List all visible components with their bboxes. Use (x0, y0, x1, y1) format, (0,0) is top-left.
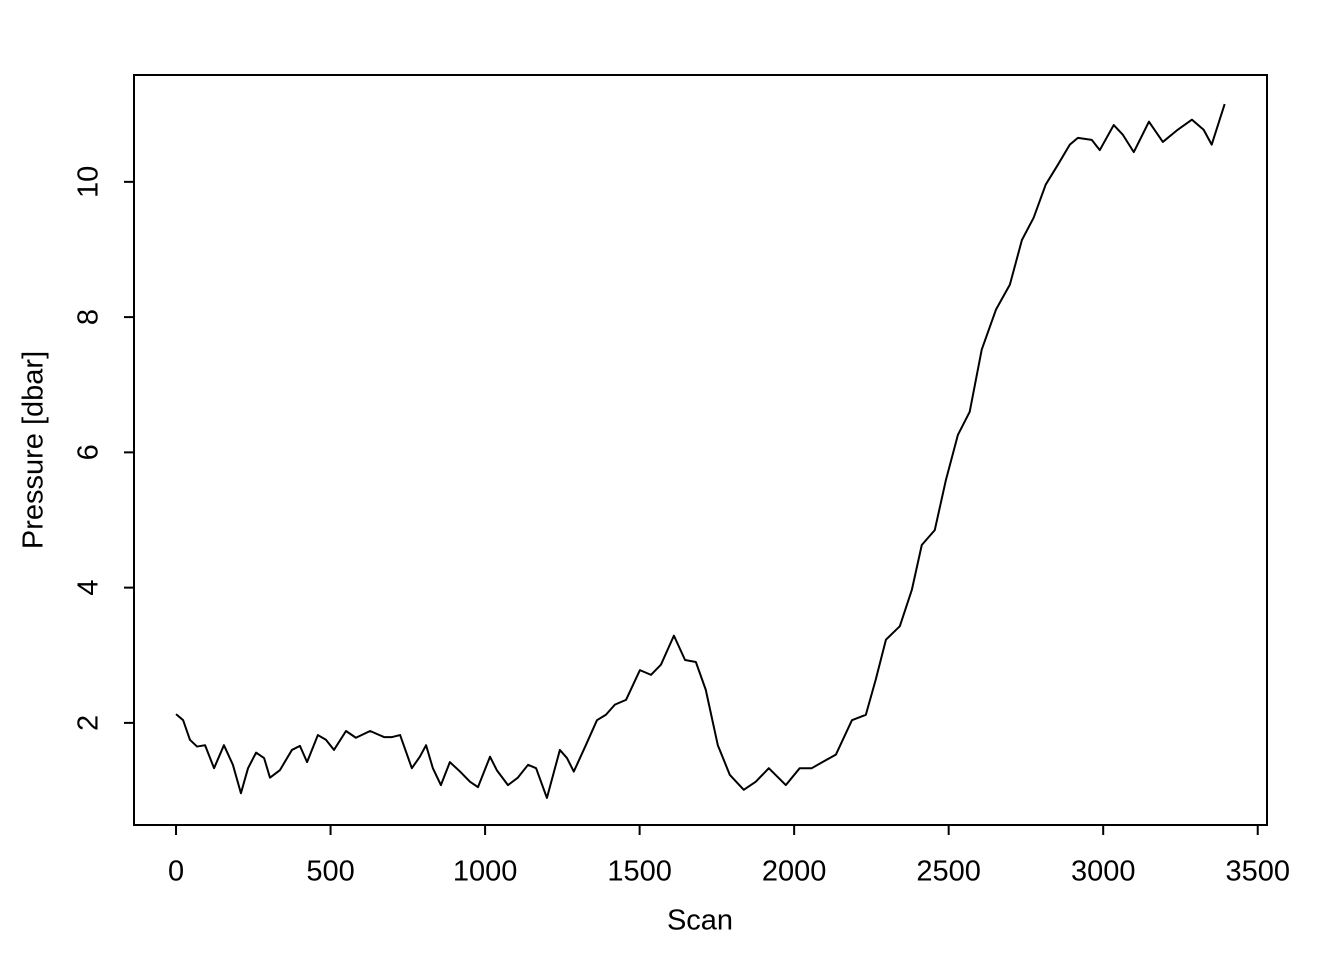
x-tick-label: 2500 (916, 856, 981, 888)
x-tick-label: 1500 (607, 856, 672, 888)
data-line (175, 103, 1226, 799)
y-tick-label: 2 (73, 715, 105, 731)
x-tick-label: 2000 (762, 856, 827, 888)
x-axis-label: Scan (667, 905, 733, 937)
x-tick-label: 0 (168, 856, 184, 888)
x-tick-label: 1000 (453, 856, 518, 888)
x-tick-label: 3000 (1071, 856, 1136, 888)
y-tick-label: 10 (73, 166, 105, 198)
x-tick-label: 3500 (1225, 856, 1290, 888)
y-tick-label: 4 (73, 580, 105, 596)
y-tick-label: 6 (73, 444, 105, 460)
y-axis-label: Pressure [dbar] (18, 351, 50, 549)
plot-box (133, 74, 1268, 826)
x-tick-label: 500 (306, 856, 354, 888)
y-tick-label: 8 (73, 309, 105, 325)
